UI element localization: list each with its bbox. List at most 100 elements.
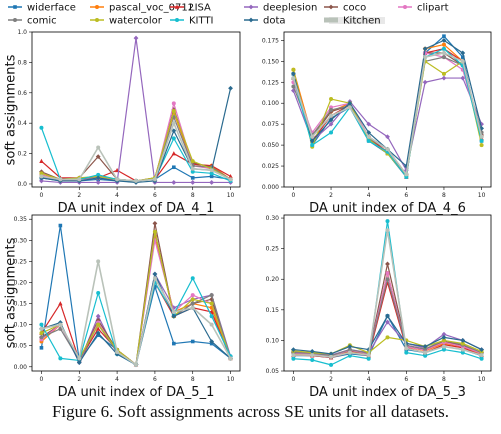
panel-1-series-kitchen-point-6 xyxy=(152,177,157,182)
panel-4-xtick-label-4: 4 xyxy=(367,376,371,383)
panel-1-series-kitchen-point-2 xyxy=(77,177,82,182)
panel-3-series-widerface-point-7 xyxy=(172,341,176,346)
panel-1-series-lisa-point-10 xyxy=(228,173,233,179)
panel-4-series-kitti-point-6 xyxy=(404,350,409,355)
panel-2-series-watercolor-point-2 xyxy=(329,97,334,102)
panel-4-series-kitti-point-9 xyxy=(460,350,465,355)
panel-2-series-kitchen-point-1 xyxy=(310,134,315,139)
legend-line-kitchen xyxy=(324,17,338,23)
panel-2-series-kitti-point-4 xyxy=(366,138,371,143)
panel-1-series-kitchen-point-8 xyxy=(190,166,195,171)
panel-3-series-watercolor-point-8 xyxy=(190,297,195,302)
legend-marker-kitti xyxy=(175,18,179,22)
panel-4-ytick-label-0: 0.05 xyxy=(266,368,280,375)
panel-3-ytick-label-0: 0.00 xyxy=(14,364,28,371)
panel-2-series-dota-point-6 xyxy=(403,163,409,169)
panel-2-xtick-label-6: 6 xyxy=(404,192,408,199)
panel-3-series-kitchen-point-4 xyxy=(115,350,120,355)
panel-4-ytick-label-4: 0.25 xyxy=(266,246,280,253)
legend-marker-coco xyxy=(328,4,334,10)
panel-3-series-clipart-point-8 xyxy=(190,293,195,298)
panel-3-ytick-label-5: 0.25 xyxy=(14,258,28,265)
panel-4-series-kitti-point-3 xyxy=(347,353,352,358)
panel-2-xtick-label-2: 2 xyxy=(329,192,333,199)
chart-panels: 0 2 4 6 8 10 0.0 0.2 0.4 0.6 0.8 1.0 DA unit index o… xyxy=(4,29,492,400)
panel-1-xtick-label-10: 10 xyxy=(227,192,235,199)
panel-4-series-kitti-point-8 xyxy=(441,347,446,352)
panel-4-series-kitchen-point-1 xyxy=(310,353,315,358)
panel-4-series-dota-point-7 xyxy=(422,344,428,349)
panel-4-series-dota-point-1 xyxy=(309,349,315,354)
legend-swatch-kitchen xyxy=(329,17,385,24)
panel-3-xtick-label-2: 2 xyxy=(77,376,81,383)
panel-3-series-kitti-point-0 xyxy=(39,322,44,327)
panel-1-xtick-label-0: 0 xyxy=(40,192,44,199)
panel-3-series-kitchen-point-9 xyxy=(209,322,214,327)
panel-2-series-kitchen-point-0 xyxy=(291,76,296,81)
panel-1-series-dota-point-3 xyxy=(95,175,101,181)
panel-4-series-kitti-point-4 xyxy=(366,356,371,361)
panel-3-series-widerface-point-1 xyxy=(58,223,63,228)
panel-2-series-watercolor-point-10 xyxy=(479,143,484,148)
panel-1-series-widerface-point-8 xyxy=(190,176,195,180)
panel-2-series-kitchen-point-8 xyxy=(441,50,446,55)
panel-3-ytick-label-2: 0.10 xyxy=(14,322,28,329)
panel-2-xtick-label-0: 0 xyxy=(291,192,295,199)
panel-2-series-widerface-point-9 xyxy=(460,55,465,59)
panel-1-ytick-label-5: 1.0 xyxy=(17,29,27,36)
panel-4-series-kitti-point-7 xyxy=(423,353,428,358)
panel-4-series-kitchen-point-10 xyxy=(479,353,484,358)
panel-2-series-dota-point-2 xyxy=(328,117,334,123)
panel-1-series-widerface-point-7 xyxy=(172,165,176,170)
legend-entry-comic: comic xyxy=(8,16,57,27)
panel-3-series-coco-point-6 xyxy=(152,221,158,226)
panel-1-series-dota-point-10 xyxy=(228,85,233,91)
legend-label-deeplesion: deeplesion xyxy=(263,3,317,14)
panel-1-series-kitti-point-7 xyxy=(171,136,176,141)
legend-marker-pascal-voc-0712 xyxy=(95,5,99,9)
panel-2-series-comic-point-0 xyxy=(291,84,296,89)
panel-3-series-coco-point-3 xyxy=(95,318,101,323)
panel-2-series-dota-point-3 xyxy=(347,100,353,106)
panel-1-series-deeplesion-point-5 xyxy=(133,35,139,41)
panel-1-ylabel: soft assignments xyxy=(4,54,19,165)
panel-4-series-dota xyxy=(291,313,484,357)
panel-4-series-kitchen-point-5 xyxy=(385,228,390,233)
panel-1-series-deeplesion-point-7 xyxy=(171,180,177,185)
panel-2-xlabel: DA unit index of DA_4_6 xyxy=(309,201,466,216)
panel-1-ytick-label-4: 0.8 xyxy=(17,59,27,66)
panel-3-series-kitchen-point-6 xyxy=(152,276,157,281)
panel-2-series-kitti-point-10 xyxy=(479,138,484,143)
panel-4-series-kitchen-point-0 xyxy=(291,353,296,358)
legend-label-pascal-voc-0712: pascal_voc_0712 xyxy=(109,3,194,14)
panel-1-series-kitchen-point-4 xyxy=(115,177,120,182)
panel-1-series-kitchen-point-10 xyxy=(228,177,233,182)
panel-3-xtick-label-8: 8 xyxy=(191,376,195,383)
panel-2-series-deeplesion-point-7 xyxy=(422,79,428,85)
legend-entry-dota: dota xyxy=(244,16,286,27)
panel-4-series-kitti-point-10 xyxy=(479,356,484,361)
panel-1-series-widerface-point-9 xyxy=(209,174,214,179)
panel-4-series-watercolor-point-9 xyxy=(460,341,465,346)
panel-2: 0 2 4 6 8 10 0.000 0.025 0.050 0.075 0.100 0.125 0.1… xyxy=(262,31,492,216)
panel-1-xtick-label-6: 6 xyxy=(153,192,157,199)
panel-2-series-kitti-point-1 xyxy=(310,143,315,148)
legend-label-coco: coco xyxy=(343,3,366,14)
panel-1-series-kitti-point-8 xyxy=(190,169,195,174)
panel-2-series-kitchen-point-10 xyxy=(479,134,484,139)
panel-4-series-dota-point-5 xyxy=(385,313,390,319)
panel-1-series-deeplesion-point-8 xyxy=(190,180,196,185)
panel-2-ytick-label-4: 0.100 xyxy=(262,100,279,107)
panel-4-series-kitti-point-0 xyxy=(291,356,296,361)
panel-3-series-comic-point-0 xyxy=(39,335,44,340)
panel-2-series-dota-point-9 xyxy=(460,50,466,56)
panel-4: 0 2 4 6 8 10 0.05 0.10 0.15 0.20 0.25 0.30 DA unit i… xyxy=(266,214,492,400)
panel-3-series-kitchen-point-2 xyxy=(77,356,82,361)
panel-3-series-kitchen-point-1 xyxy=(58,322,63,327)
panel-3-series-kitchen-point-5 xyxy=(134,362,138,367)
panel-4-series-comic-point-5 xyxy=(385,277,390,282)
panel-2-series-deeplesion-point-4 xyxy=(366,121,372,127)
panel-1-series-watercolor-point-0 xyxy=(39,171,44,176)
